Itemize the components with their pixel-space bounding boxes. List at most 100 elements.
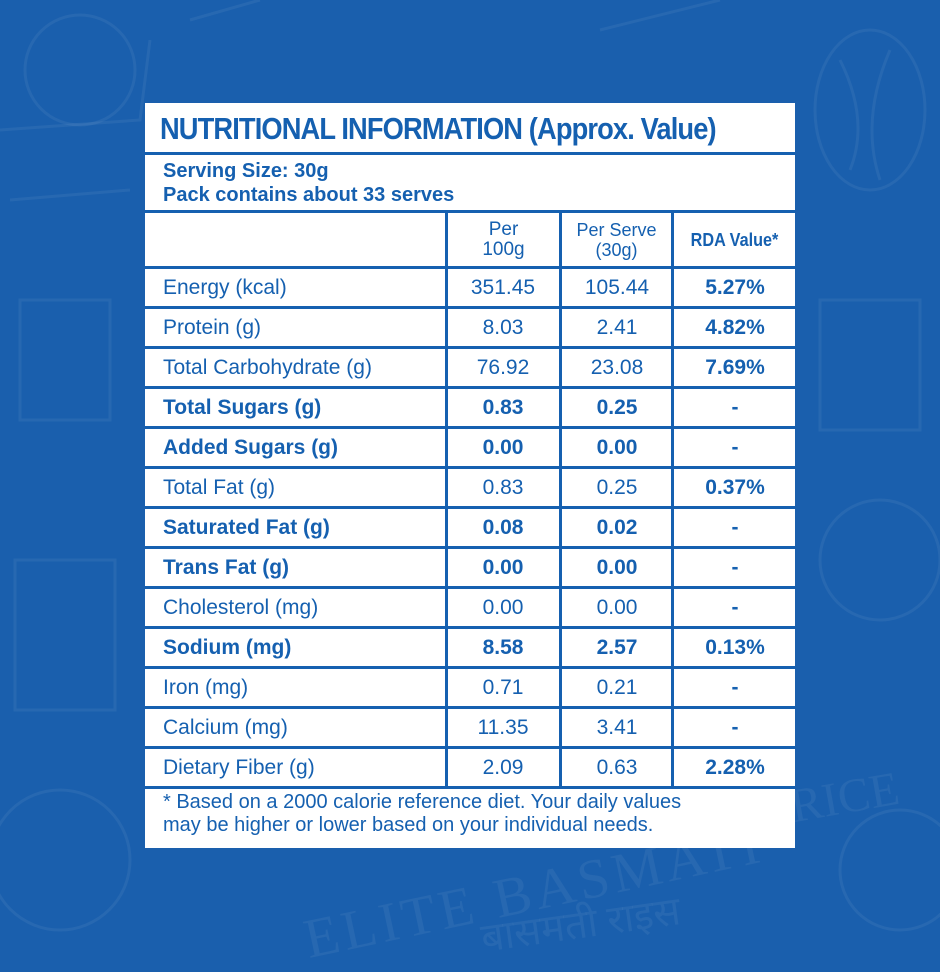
value-rda: 5.27% — [705, 275, 765, 299]
value-per-serve: 0.02 — [596, 515, 638, 539]
nutrient-name: Total Sugars (g) — [163, 395, 322, 419]
row-divider — [145, 506, 795, 509]
value-per-serve: 0.25 — [596, 395, 638, 419]
nutrient-name: Protein (g) — [163, 315, 262, 339]
header-per-serve: Per Serve (30g) — [562, 213, 671, 267]
value-per-100g: 8.58 — [482, 635, 524, 659]
nutrient-name: Total Fat (g) — [163, 475, 276, 499]
serving-size: Serving Size: 30g — [163, 160, 329, 182]
pack-contains: Pack contains about 33 serves — [163, 184, 455, 206]
divider — [145, 210, 795, 213]
row-divider — [145, 546, 795, 549]
nutrient-name: Energy (kcal) — [163, 275, 287, 299]
column-divider — [445, 211, 448, 787]
row-divider — [145, 306, 795, 309]
value-rda: 0.13% — [705, 635, 765, 659]
header-per-100g-line1: Per — [488, 219, 519, 240]
row-divider — [145, 426, 795, 429]
column-divider — [559, 211, 562, 787]
nutrient-name: Total Carbohydrate (g) — [163, 355, 372, 379]
row-divider — [145, 706, 795, 709]
nutrient-name: Trans Fat (g) — [163, 555, 290, 579]
table-row-added-sugars: Added Sugars (g) 0.00 0.00 - — [145, 429, 795, 466]
value-per-100g: 2.09 — [482, 755, 524, 779]
table-row-trans-fat: Trans Fat (g) 0.00 0.00 - — [145, 549, 795, 586]
watermark-hindi: बासमती राइस — [478, 888, 684, 961]
header-per-100g-line2: 100g — [482, 239, 525, 260]
value-per-serve: 3.41 — [596, 715, 638, 739]
row-divider — [145, 586, 795, 589]
value-per-100g: 0.71 — [482, 675, 524, 699]
value-rda: - — [731, 395, 739, 419]
value-per-serve: 2.57 — [596, 635, 638, 659]
value-rda: - — [731, 555, 739, 579]
table-row-cholesterol: Cholesterol (mg) 0.00 0.00 - — [145, 589, 795, 626]
nutrient-name: Dietary Fiber (g) — [163, 755, 315, 779]
value-per-serve: 105.44 — [584, 275, 650, 299]
value-rda: - — [731, 435, 739, 459]
row-divider — [145, 346, 795, 349]
value-per-serve: 0.21 — [596, 675, 638, 699]
value-rda: 4.82% — [705, 315, 765, 339]
footnote-line-1: * Based on a 2000 calorie reference diet… — [163, 791, 682, 813]
nutrient-name: Calcium (mg) — [163, 715, 288, 739]
table-row-dietary-fiber: Dietary Fiber (g) 2.09 0.63 2.28% — [145, 749, 795, 786]
value-per-100g: 11.35 — [477, 715, 529, 739]
label-title: NUTRITIONAL INFORMATION (Approx. Value) — [159, 111, 717, 146]
table-row-saturated-fat: Saturated Fat (g) 0.08 0.02 - — [145, 509, 795, 546]
value-per-serve: 0.00 — [596, 435, 638, 459]
serving-info: Serving Size: 30g Pack contains about 33… — [145, 155, 795, 211]
value-per-100g: 0.00 — [482, 595, 524, 619]
nutrient-name: Iron (mg) — [163, 675, 249, 699]
value-rda: - — [731, 715, 739, 739]
table-row-protein: Protein (g) 8.03 2.41 4.82% — [145, 309, 795, 346]
value-rda: - — [731, 675, 739, 699]
value-per-100g: 0.00 — [482, 435, 524, 459]
value-per-100g: 0.08 — [482, 515, 524, 539]
table-row-total-carbohydrate: Total Carbohydrate (g) 76.92 23.08 7.69% — [145, 349, 795, 386]
row-divider — [145, 666, 795, 669]
row-divider — [145, 266, 795, 269]
value-per-100g: 8.03 — [482, 315, 524, 339]
value-per-100g: 0.83 — [482, 395, 524, 419]
value-per-serve: 0.25 — [596, 475, 638, 499]
table-row-calcium: Calcium (mg) 11.35 3.41 - — [145, 709, 795, 746]
row-divider — [145, 746, 795, 749]
nutrient-name: Cholesterol (mg) — [163, 595, 319, 619]
row-divider — [145, 466, 795, 469]
value-per-serve: 0.00 — [596, 555, 638, 579]
table-row-energy: Energy (kcal) 351.45 105.44 5.27% — [145, 269, 795, 306]
divider — [145, 152, 795, 155]
header-per-serve-line2: (30g) — [595, 240, 638, 260]
table-row-sodium: Sodium (mg) 8.58 2.57 0.13% — [145, 629, 795, 666]
nutrition-label: NUTRITIONAL INFORMATION (Approx. Value) … — [145, 103, 795, 848]
value-rda: 7.69% — [705, 355, 765, 379]
table-row-total-sugars: Total Sugars (g) 0.83 0.25 - — [145, 389, 795, 426]
value-per-100g: 351.45 — [470, 275, 536, 299]
watermark-rice: RICE — [786, 761, 904, 834]
value-per-serve: 0.63 — [596, 755, 638, 779]
nutrient-name: Sodium (mg) — [163, 635, 292, 659]
footnote: * Based on a 2000 calorie reference diet… — [163, 791, 793, 837]
row-divider — [145, 786, 795, 789]
row-divider — [145, 386, 795, 389]
footnote-line-2: may be higher or lower based on your ind… — [163, 814, 654, 836]
header-per-serve-line1: Per Serve — [576, 220, 657, 240]
value-per-serve: 23.08 — [590, 355, 644, 379]
table-row-total-fat: Total Fat (g) 0.83 0.25 0.37% — [145, 469, 795, 506]
header-rda: RDA Value* — [690, 230, 779, 250]
value-per-100g: 0.83 — [482, 475, 524, 499]
value-rda: 2.28% — [705, 755, 765, 779]
value-per-serve: 2.41 — [596, 315, 638, 339]
table-row-iron: Iron (mg) 0.71 0.21 - — [145, 669, 795, 706]
column-divider — [671, 211, 674, 787]
value-per-100g: 0.00 — [482, 555, 524, 579]
value-per-100g: 76.92 — [476, 355, 530, 379]
value-per-serve: 0.00 — [596, 595, 638, 619]
nutrient-name: Added Sugars (g) — [163, 435, 339, 459]
nutrient-name: Saturated Fat (g) — [163, 515, 330, 539]
value-rda: - — [731, 595, 739, 619]
header-per-100g: Per 100g — [448, 213, 559, 267]
value-rda: 0.37% — [705, 475, 765, 499]
row-divider — [145, 626, 795, 629]
